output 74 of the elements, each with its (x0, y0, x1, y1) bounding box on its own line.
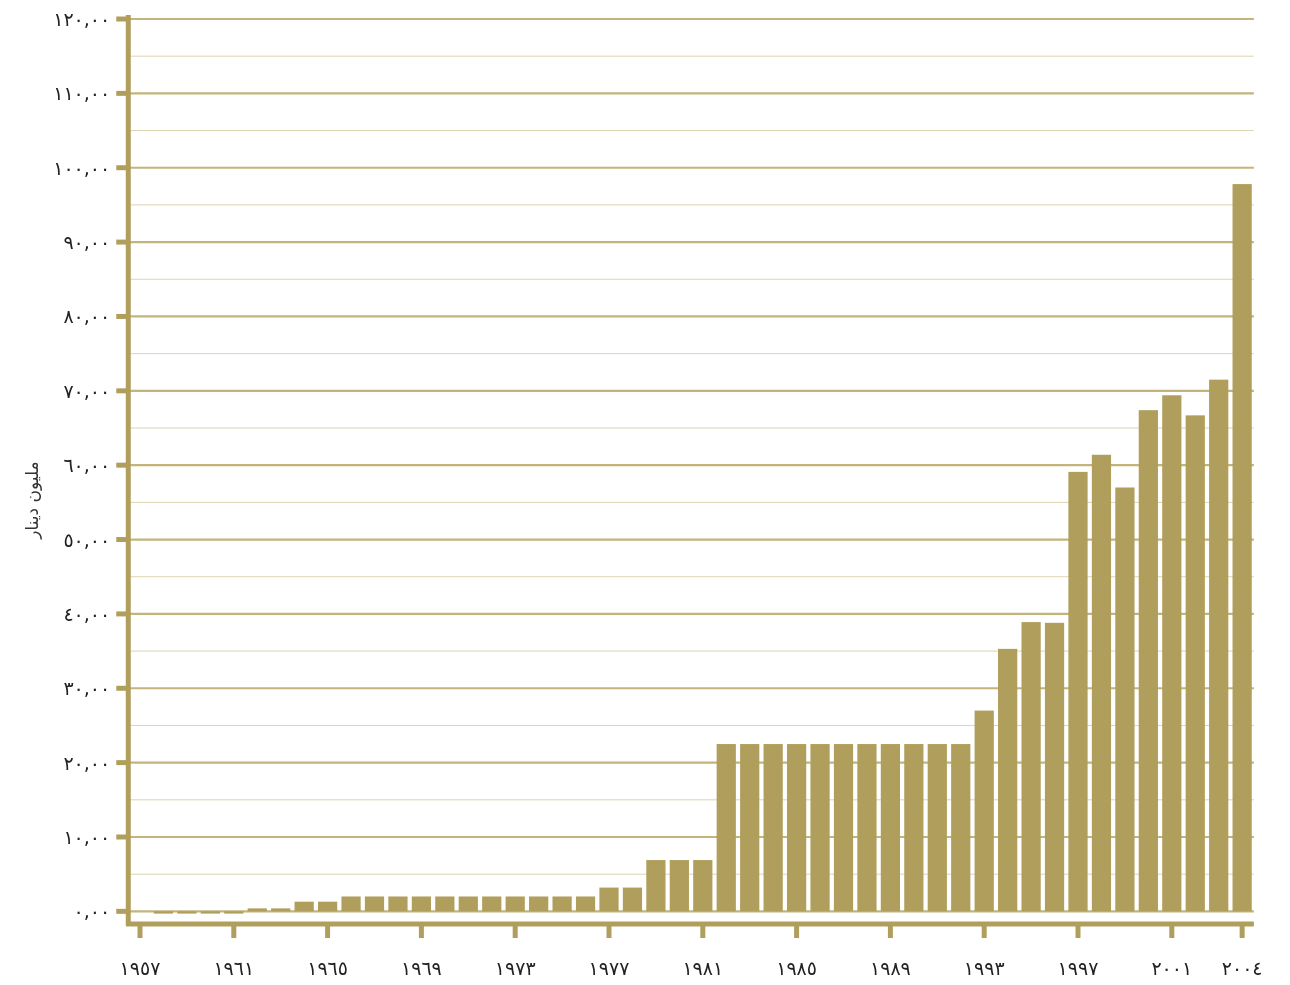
x-tick-label: ١٩٧٣ (494, 957, 536, 979)
y-tick-label: ٢٠,٠٠ (63, 751, 111, 774)
bar (482, 896, 502, 912)
bar (998, 648, 1018, 912)
y-tick-label: ٤٠,٠٠ (63, 602, 111, 625)
bar (716, 744, 736, 912)
bar (833, 744, 854, 912)
bar (1185, 415, 1205, 912)
bar (880, 744, 901, 912)
bar (341, 896, 361, 912)
y-tick-label: ١١٠,٠٠ (53, 82, 111, 105)
bar (904, 744, 924, 912)
x-tick-label: ١٩٨١ (682, 957, 724, 979)
y-tick-label: ٧٠,٠٠ (63, 379, 111, 402)
bar (458, 896, 478, 912)
bar (529, 896, 549, 912)
bar (786, 744, 807, 912)
y-axis-title: مليون دينار (22, 461, 42, 540)
bar (364, 896, 385, 912)
x-tick-label: ١٩٨٩ (869, 957, 911, 979)
bar (1138, 410, 1158, 912)
bar (857, 744, 877, 912)
bar (200, 911, 220, 914)
bar (974, 710, 994, 912)
bar (1209, 379, 1229, 912)
x-tick-label: ١٩٥٧ (119, 957, 161, 979)
bar (927, 744, 947, 912)
y-tick-label: ٩٠,٠٠ (63, 231, 111, 254)
bar (575, 896, 596, 912)
bar (552, 896, 572, 912)
bar (1162, 395, 1182, 912)
bar (435, 896, 455, 912)
bar (669, 860, 689, 912)
y-tick-label: ٦٠,٠٠ (63, 454, 111, 477)
bar (1068, 471, 1088, 912)
bar (951, 744, 971, 912)
y-tick-label: ١٠٠,٠٠ (53, 156, 111, 179)
bar (247, 908, 267, 912)
y-tick-label: ٠,٠٠ (73, 900, 111, 923)
bar (1115, 487, 1135, 912)
bar (763, 744, 783, 912)
y-tick-label: ١٢٠,٠٠ (53, 8, 111, 30)
x-tick-label: ١٩٦١ (213, 957, 255, 979)
bar (1091, 454, 1112, 912)
x-tick-label: ٢٠٠١ (1151, 957, 1193, 979)
y-tick-label: ٨٠,٠٠ (63, 305, 111, 328)
x-tick-label: ١٩٧٧ (588, 957, 630, 979)
bar (271, 908, 291, 912)
bar (411, 896, 432, 912)
x-tick-label: ١٩٦٩ (400, 957, 442, 979)
bar (294, 901, 314, 912)
bar (224, 911, 244, 914)
bar (1232, 184, 1252, 912)
bar (177, 911, 197, 914)
bar (1021, 622, 1041, 912)
bar (622, 887, 643, 912)
bar (388, 896, 408, 912)
y-tick-label: ١٠,٠٠ (63, 826, 111, 848)
y-tick-label: ٣٠,٠٠ (63, 677, 111, 700)
bar (153, 911, 174, 914)
x-tick-label: ٢٠٠٤ (1221, 957, 1263, 979)
bar (740, 744, 760, 912)
bar (599, 887, 619, 912)
x-tick-label: ١٩٩٣ (963, 957, 1005, 979)
x-tick-label: ١٩٦٥ (307, 957, 349, 979)
x-tick-label: ١٩٨٥ (776, 957, 818, 979)
y-tick-label: ٥٠,٠٠ (63, 528, 111, 551)
x-tick-label: ١٩٩٧ (1057, 957, 1099, 979)
bar (693, 860, 713, 912)
bar (317, 901, 338, 912)
bar (810, 744, 830, 912)
bar (505, 896, 525, 912)
bar (646, 860, 666, 912)
bar (1044, 622, 1065, 912)
